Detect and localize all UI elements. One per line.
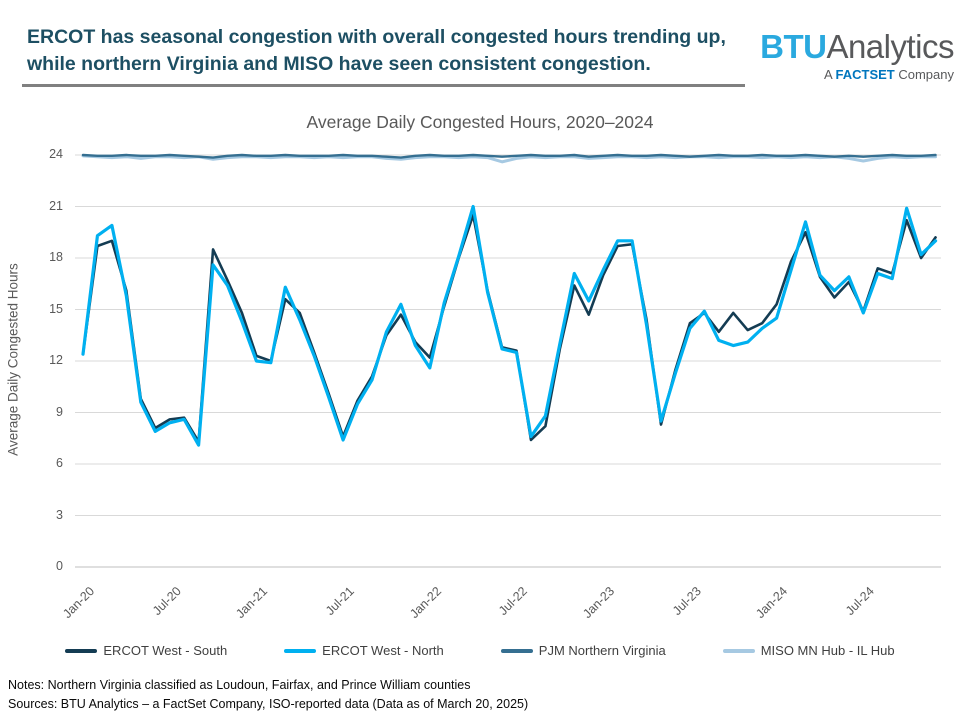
header-title-line1: ERCOT has seasonal congestion with overa… xyxy=(27,26,726,48)
x-tick-label: Jul-23 xyxy=(669,584,704,618)
y-tick-label: 12 xyxy=(49,353,63,367)
x-tick-label: Jan-23 xyxy=(580,584,618,621)
chart-title: Average Daily Congested Hours, 2020–2024 xyxy=(306,112,654,132)
x-tick-label: Jan-22 xyxy=(406,584,444,621)
series-line-ercot-west-north xyxy=(81,204,938,447)
logo-factset-text: FACTSET xyxy=(835,67,895,82)
series-line-pjm-northern-virginia xyxy=(81,153,937,159)
y-tick-label: 15 xyxy=(49,301,63,316)
logo-tagline: A FACTSET Company xyxy=(758,67,954,82)
btu-analytics-logo: BTUAnalytics A FACTSET Company xyxy=(758,28,954,82)
footer-notes: Notes: Northern Virginia classified as L… xyxy=(8,678,471,692)
legend-swatch xyxy=(65,648,98,653)
legend-swatch xyxy=(500,648,533,653)
legend-label: PJM Northern Virginia xyxy=(538,643,666,658)
header-divider xyxy=(22,84,745,87)
series-line-ercot-west-south xyxy=(81,213,937,443)
series-line-miso-mn-hub-il-hub xyxy=(81,154,938,164)
legend-item-pjm-northern-virginia: PJM Northern Virginia xyxy=(500,643,666,658)
y-tick-label: 24 xyxy=(49,147,63,161)
legend-swatch xyxy=(722,648,755,653)
legend-label: ERCOT West - South xyxy=(103,643,228,658)
logo-analytics-text: Analytics xyxy=(826,28,954,65)
x-tick-label: Jan-20 xyxy=(59,584,97,621)
x-tick-label: Jul-21 xyxy=(323,584,358,618)
logo-wordmark: BTUAnalytics xyxy=(758,28,954,66)
x-tick-label: Jan-24 xyxy=(753,584,791,621)
y-tick-label: 0 xyxy=(56,559,63,573)
y-tick-label: 6 xyxy=(56,456,63,470)
legend-label: MISO MN Hub - IL Hub xyxy=(760,643,895,658)
logo-btu-text: BTU xyxy=(760,28,827,65)
legend-item-ercot-west-north: ERCOT West - North xyxy=(284,643,444,658)
y-axis-title: Average Daily Congested Hours xyxy=(5,263,21,456)
x-tick-label: Jan-21 xyxy=(233,584,271,621)
x-tick-label: Jul-22 xyxy=(496,584,531,618)
footer-sources: Sources: BTU Analytics – a FactSet Compa… xyxy=(8,696,529,711)
header-title: ERCOT has seasonal congestion with overa… xyxy=(27,24,742,78)
x-tick-label: Jul-24 xyxy=(843,584,878,618)
y-tick-label: 21 xyxy=(49,198,63,213)
chart-legend: ERCOT West - South ERCOT West - North PJM … xyxy=(0,643,960,658)
y-tick-label: 3 xyxy=(56,507,63,522)
y-tick-label: 9 xyxy=(56,404,63,419)
legend-swatch xyxy=(284,648,317,653)
legend-label: ERCOT West - North xyxy=(322,643,444,658)
legend-item-ercot-west-south: ERCOT West - South xyxy=(65,643,227,658)
y-tick-label: 18 xyxy=(49,250,63,264)
legend-item-miso-mn-hub-il-hub: MISO MN Hub - IL Hub xyxy=(722,643,895,658)
logo-tagline-suffix: Company xyxy=(894,67,954,82)
logo-tagline-prefix: A xyxy=(823,67,836,82)
header-title-line2: while northern Virginia and MISO have se… xyxy=(27,52,651,75)
x-tick-label: Jul-20 xyxy=(149,584,184,618)
footer: Notes: Northern Virginia classified as L… xyxy=(8,676,528,714)
